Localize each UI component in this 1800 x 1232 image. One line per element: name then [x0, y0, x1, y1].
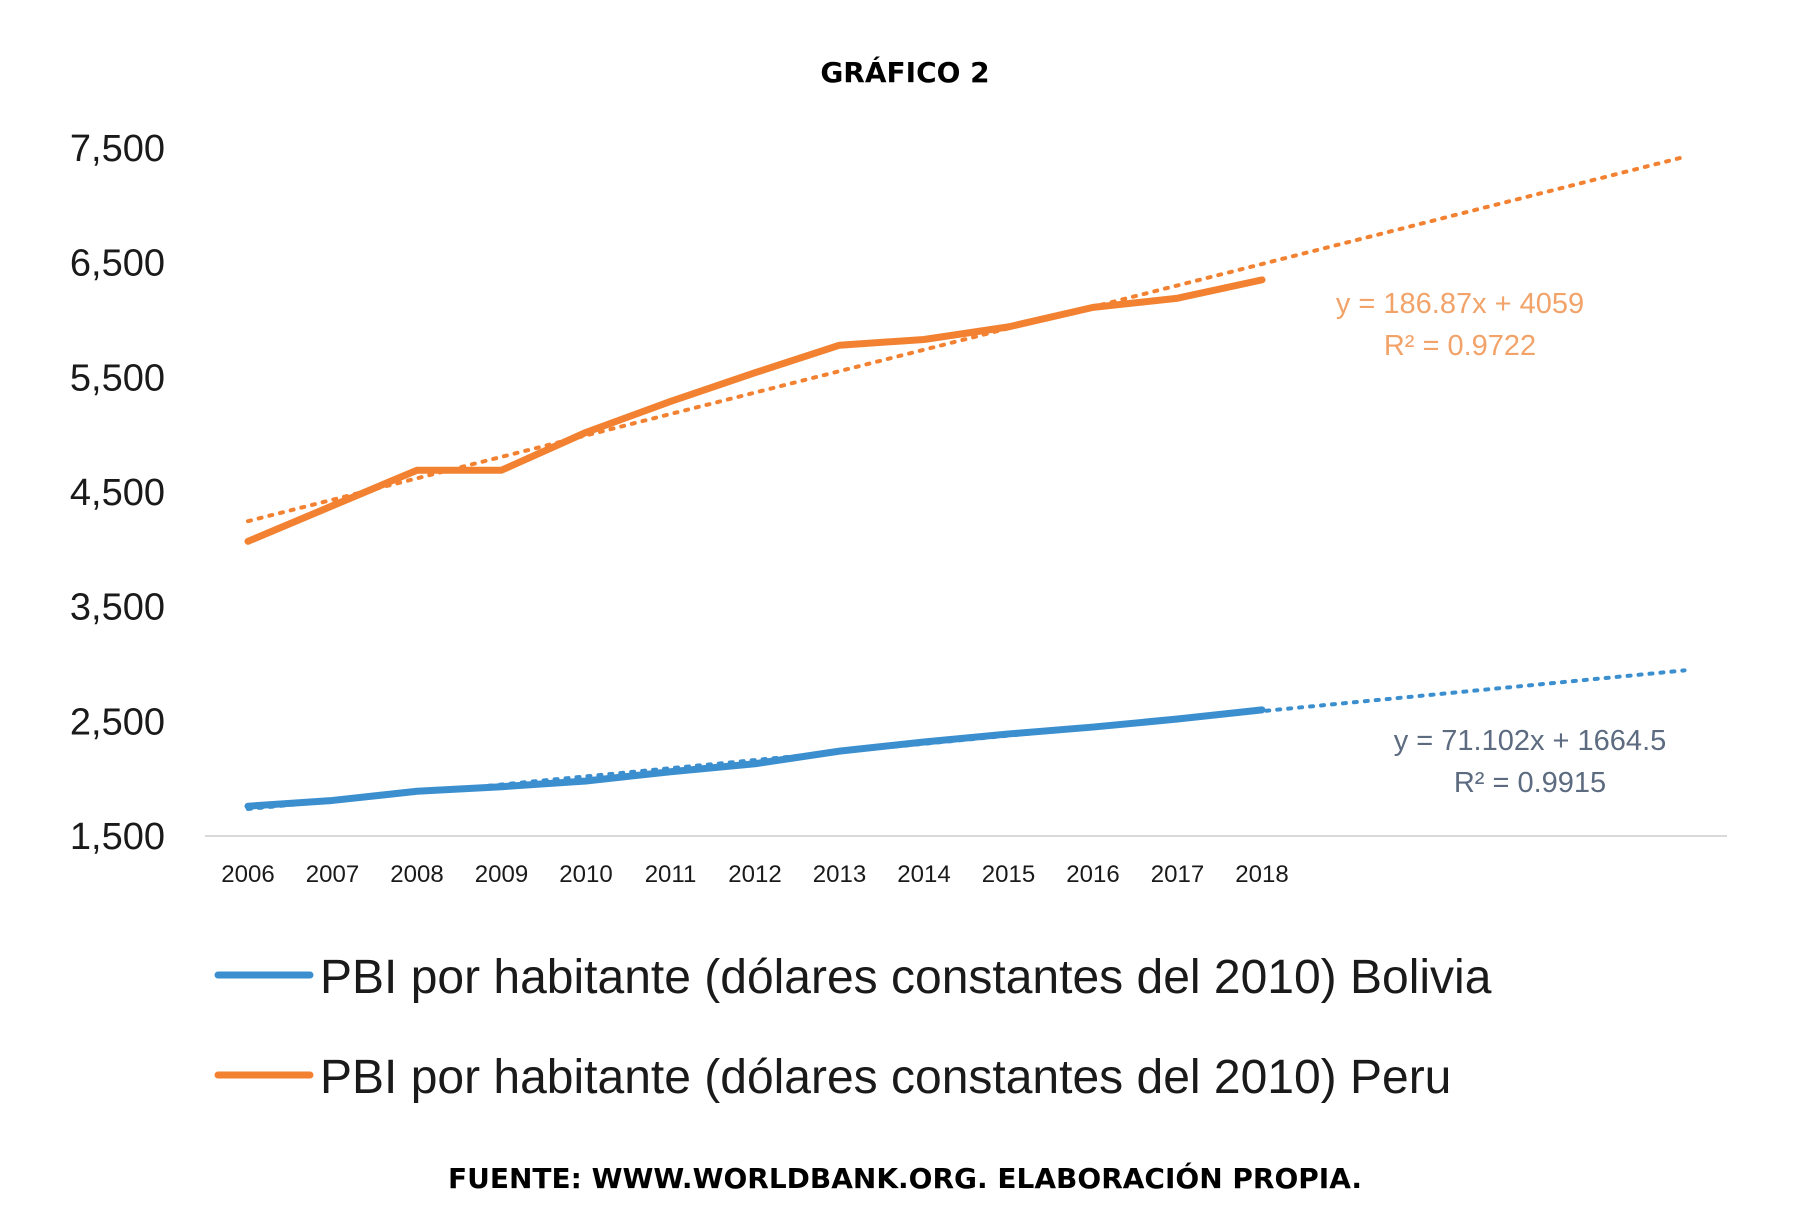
series-line-peru	[244, 276, 1266, 545]
y-tick-label: 4,500	[70, 472, 165, 514]
x-tick-label: 2006	[221, 861, 274, 888]
y-tick-label: 1,500	[70, 816, 165, 858]
trend-r2: R² = 0.9722	[1384, 330, 1536, 362]
x-tick-label: 2010	[559, 861, 612, 888]
trendlines	[246, 154, 1687, 811]
trend-r2: R² = 0.9915	[1454, 767, 1606, 799]
series-lines	[244, 276, 1266, 810]
y-tick-label: 5,500	[70, 357, 165, 399]
x-tick-label: 2015	[982, 861, 1035, 888]
y-axis: 1,500 2,500 3,500 4,500 5,500 6,500 7,500	[70, 128, 165, 858]
trendline-peru	[246, 154, 1687, 524]
legend: PBI por habitante (dólares constantes de…	[214, 951, 1492, 1104]
y-tick-label: 6,500	[70, 243, 165, 285]
source-note: FUENTE: WWW.WORLDBANK.ORG. ELABORACIÓN P…	[448, 1161, 1362, 1195]
legend-label: PBI por habitante (dólares constantes de…	[320, 1051, 1451, 1104]
x-tick-label: 2007	[306, 861, 359, 888]
x-tick-label: 2016	[1066, 861, 1119, 888]
legend-label: PBI por habitante (dólares constantes de…	[320, 951, 1492, 1004]
x-tick-label: 2009	[475, 861, 528, 888]
x-tick-label: 2008	[390, 861, 443, 888]
trend-equation: y = 71.102x + 1664.5	[1394, 725, 1667, 757]
x-tick-label: 2013	[813, 861, 866, 888]
x-tick-label: 2011	[645, 861, 697, 888]
x-tick-label: 2012	[728, 861, 781, 888]
x-tick-label: 2014	[897, 861, 950, 888]
x-tick-label: 2017	[1151, 861, 1204, 888]
x-tick-label: 2018	[1235, 861, 1288, 888]
chart-title: GRÁFICO 2	[820, 55, 989, 89]
trend-equations: y = 71.102x + 1664.5 R² = 0.9915 y = 186.8…	[1336, 288, 1666, 799]
y-tick-label: 3,500	[70, 587, 165, 629]
series-line-bolivia	[244, 706, 1266, 810]
x-axis: 2006 2007 2008 2009 2010 2011 2012 2013 2014 2015…	[221, 861, 1288, 888]
trend-equation: y = 186.87x + 4059	[1336, 288, 1584, 320]
y-tick-label: 2,500	[70, 701, 165, 743]
y-tick-label: 7,500	[70, 128, 165, 170]
